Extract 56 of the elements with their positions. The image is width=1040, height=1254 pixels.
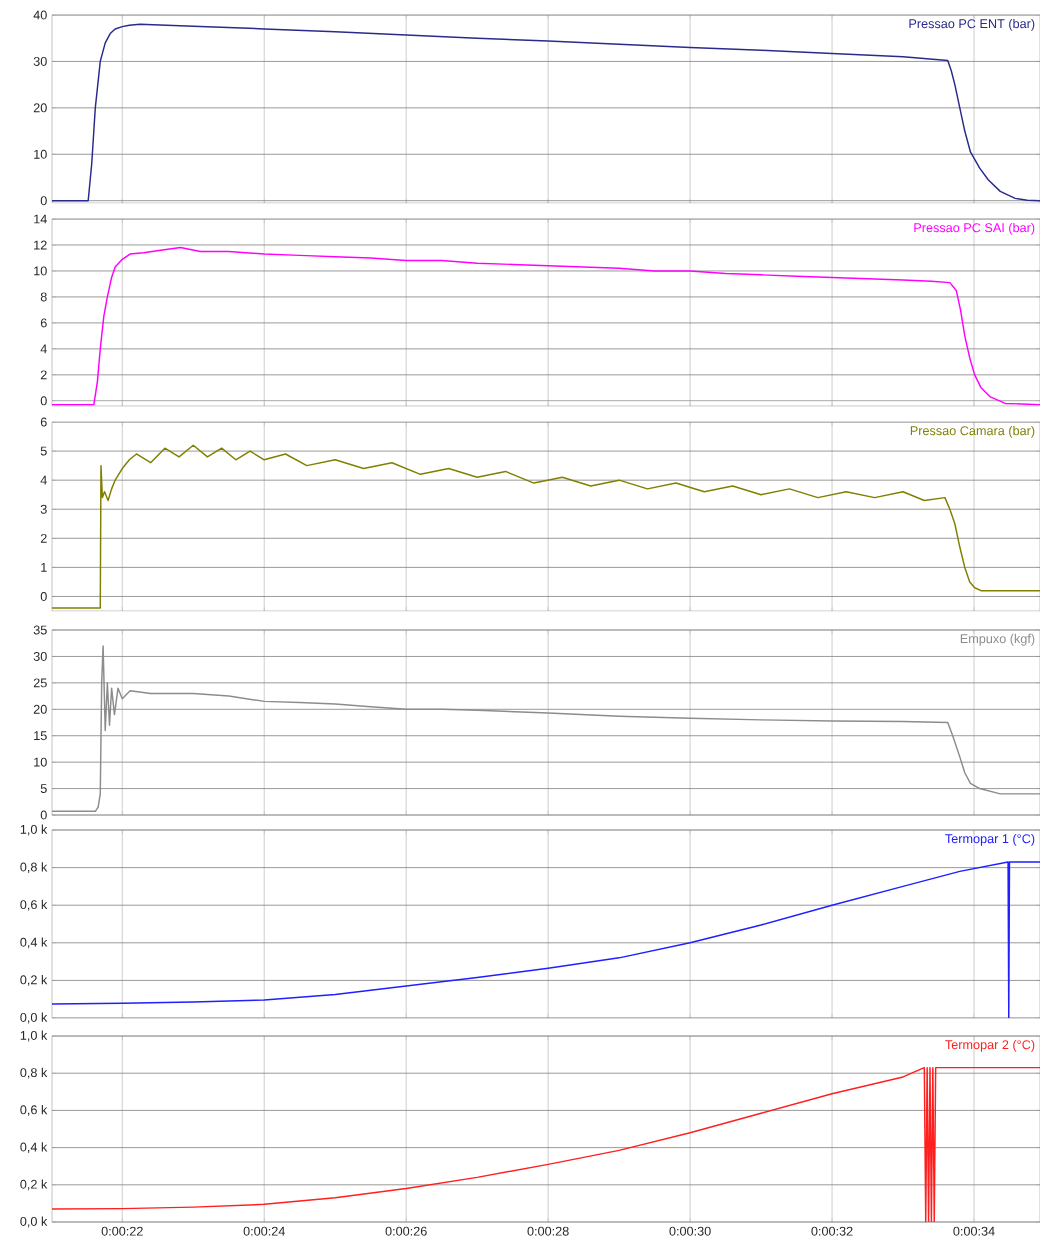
y-tick-label: 3 — [40, 504, 47, 514]
y-tick-label: 30 — [33, 651, 47, 661]
y-tick-label: 4 — [40, 475, 47, 485]
y-tick-label: 14 — [34, 214, 47, 224]
y-tick-label: 0,8 k — [20, 1067, 48, 1079]
y-tick-label: 40 — [33, 10, 47, 20]
line-series — [52, 444, 1040, 609]
y-tick-label: 0,8 k — [20, 862, 48, 874]
y-tick-label: 10 — [34, 149, 47, 159]
x-tick-label: 0:00:22 — [101, 1226, 143, 1236]
y-tick-label: 5 — [40, 784, 47, 793]
y-tick-label: 1,0 k — [20, 824, 48, 836]
y-tick-label: 0,6 k — [20, 1105, 48, 1116]
line-series — [52, 861, 1040, 1019]
y-tick-label: 5 — [40, 446, 47, 456]
y-tick-label: 0,2 k — [20, 975, 48, 986]
y-tick-label: 6 — [40, 417, 47, 427]
line-series — [52, 246, 1040, 406]
x-tick-label: 0:00:26 — [385, 1226, 427, 1236]
y-tick-label: 8 — [40, 292, 47, 302]
x-tick-label: 0:00:28 — [527, 1226, 569, 1236]
y-tick-label: 0,2 k — [20, 1179, 48, 1191]
y-tick-label: 0,0 k — [20, 1216, 48, 1228]
y-tick-label: 10 — [34, 757, 47, 767]
y-tick-label: 12 — [34, 240, 47, 250]
x-tick-label: 0:00:24 — [243, 1226, 285, 1236]
series-label: Termopar 1 (°C) — [945, 833, 1035, 846]
y-tick-label: 25 — [33, 678, 47, 688]
y-tick-label: 1,0 k — [20, 1030, 48, 1042]
y-tick-label: 20 — [33, 704, 47, 714]
y-tick-label: 1 — [41, 563, 47, 572]
legend-label: Empuxo (kgf) — [960, 633, 1035, 646]
x-tick-label: 0:00:32 — [811, 1226, 853, 1236]
y-tick-label: 0,6 k — [20, 899, 48, 911]
y-tick-label: 10 — [34, 266, 47, 276]
text: Pressao PC ENT (bar) — [909, 18, 1035, 31]
y-tick-label: 0,4 k — [20, 937, 48, 949]
series-label: Termopar 2 (°C) — [945, 1039, 1035, 1052]
y-tick-label: 2 — [40, 533, 47, 543]
y-tick-label: 15 — [34, 731, 47, 741]
y-tick-label: 0 — [40, 396, 47, 406]
y-tick-label: 0 — [40, 810, 47, 820]
x-tick-label: 0:00:34 — [953, 1226, 995, 1236]
y-tick-label: 6 — [40, 318, 47, 328]
y-tick-label: 0 — [40, 591, 47, 601]
y-tick-label: 0,4 k — [20, 1142, 48, 1154]
y-tick-label: 35 — [33, 625, 47, 635]
text: Pressao PC SAI (bar) — [914, 222, 1035, 235]
x-tick-label: 0:00:30 — [669, 1226, 711, 1236]
y-tick-label: 2 — [40, 370, 47, 380]
y-tick-label: 20 — [33, 103, 47, 113]
y-tick-label: 30 — [33, 56, 47, 66]
y-tick-label: 4 — [40, 344, 47, 354]
y-tick-label: 0,0 k — [20, 1012, 48, 1024]
y-tick-label: 0 — [40, 196, 47, 206]
text: Pressao Camara (bar) — [910, 425, 1035, 438]
